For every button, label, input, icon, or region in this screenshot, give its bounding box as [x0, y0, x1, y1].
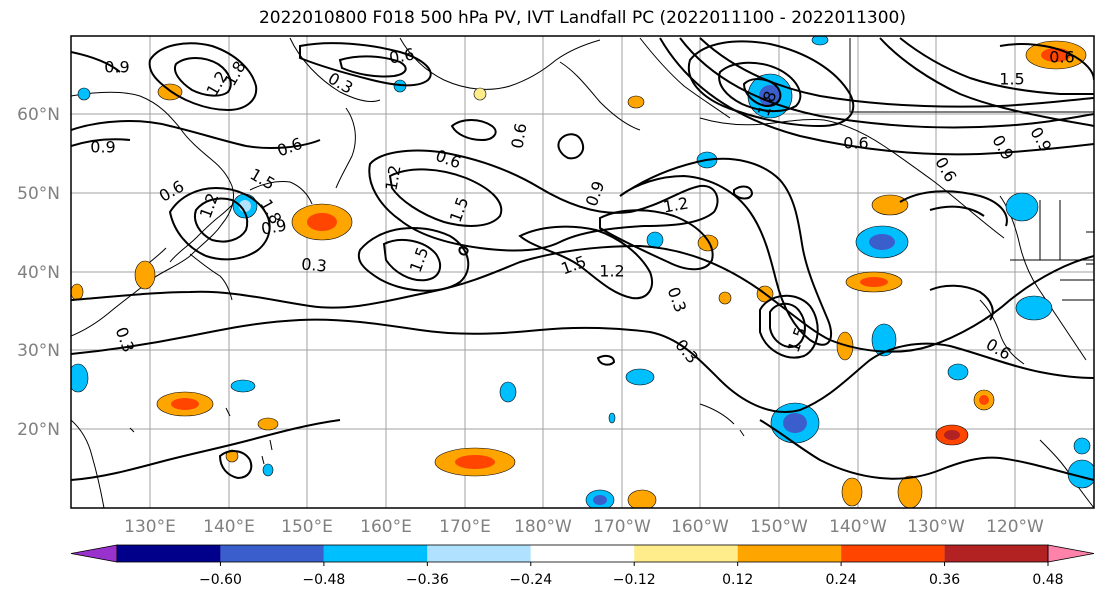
ivt-shading-core — [759, 85, 781, 107]
ivt-shading-blob — [947, 363, 969, 381]
ivt-shading-blob — [157, 83, 183, 101]
ivt-shading-blob — [1005, 192, 1039, 222]
contour-label: 1.2 — [599, 262, 624, 281]
lon-label: 130°E — [124, 517, 176, 537]
colorbar: −0.60 −0.48 −0.36 −0.24 −0.12 0.12 0.24 0.36 0.4… — [70, 544, 1095, 588]
lon-label: 150°E — [281, 517, 333, 537]
ivt-shading-core — [783, 413, 807, 433]
ivt-shading-blob — [71, 283, 84, 301]
ivt-shading-blob — [257, 417, 279, 431]
colorbar-outline — [116, 544, 1049, 563]
ivt-shading-blob — [625, 368, 655, 386]
colorbar-tick-label: −0.24 — [509, 572, 552, 588]
contour-label: 1.5 — [999, 70, 1024, 89]
ivt-shading-blob — [230, 379, 256, 393]
lat-label: 40°N — [17, 263, 60, 283]
ivt-shading-core — [944, 430, 960, 440]
latitude-labels: 20°N 30°N 40°N 50°N 60°N — [17, 105, 60, 440]
colorbar-segment — [220, 545, 324, 562]
ivt-shading-blob — [473, 87, 487, 101]
colorbar-extend-low — [70, 544, 118, 563]
ivt-shading-blob — [871, 323, 897, 357]
colorbar-tick-label: −0.48 — [302, 572, 345, 588]
lat-label: 30°N — [17, 341, 60, 361]
pv-contours — [71, 37, 1094, 481]
ivt-shading-blob — [1073, 437, 1091, 455]
colorbar-segment — [841, 545, 945, 562]
lon-label: 160°W — [671, 517, 729, 537]
ivt-shading-blob — [841, 477, 863, 507]
lat-label: 50°N — [17, 184, 60, 204]
colorbar-segment — [737, 545, 842, 562]
ivt-shading-blob — [499, 381, 517, 403]
colorbar-tick-label: −0.60 — [199, 572, 242, 588]
ivt-shading-blob — [1015, 295, 1053, 321]
contour-label: 0.6 — [507, 122, 530, 150]
ivt-shading-blob — [897, 475, 923, 508]
lon-label: 150°W — [750, 517, 808, 537]
colorbar-extend-high — [1047, 544, 1095, 563]
lon-label: 170°E — [439, 517, 491, 537]
ivt-shading-core — [860, 277, 888, 287]
colorbar-segment — [530, 545, 635, 562]
lat-label: 20°N — [17, 420, 60, 440]
contour-label: 0.6 — [1049, 48, 1074, 67]
contour-label: 1.2 — [381, 164, 404, 192]
lat-label: 60°N — [17, 105, 60, 125]
ivt-shading-core — [307, 213, 337, 231]
lon-label: 160°E — [360, 517, 412, 537]
ivt-shading-core — [593, 495, 607, 505]
ivt-shading-blob — [608, 412, 616, 424]
colorbar-tick-label: −0.12 — [613, 572, 656, 588]
lon-label: 140°W — [829, 517, 887, 537]
ivt-shading-blob — [811, 36, 829, 46]
contour-label: 0.3 — [301, 254, 328, 275]
ivt-shading-core — [979, 395, 989, 405]
ivt-shading-blob — [225, 449, 239, 463]
lon-label: 140°E — [203, 517, 255, 537]
ivt-shading-blob — [718, 291, 732, 305]
ivt-shading-blob — [697, 234, 719, 252]
ivt-shading-blob — [646, 231, 664, 249]
ivt-shading-blob — [77, 87, 91, 101]
lon-label: 130°W — [907, 517, 965, 537]
map-title: 2022010800 F018 500 hPa PV, IVT Landfall… — [258, 8, 906, 28]
colorbar-tick-label: 0.48 — [1032, 572, 1063, 588]
ivt-shading-blob — [627, 95, 645, 109]
contour-label: 0.9 — [260, 215, 288, 238]
lon-label: 120°W — [986, 517, 1044, 537]
colorbar-segment — [323, 545, 428, 562]
ivt-shading-blob — [627, 489, 657, 508]
ivt-shading-core — [869, 234, 895, 250]
ivt-shading-blob — [262, 463, 274, 477]
colorbar-tick-label: 0.36 — [929, 572, 960, 588]
contour-label: 0.9 — [90, 138, 115, 157]
ivt-shading-blob — [871, 194, 909, 216]
ivt-shading — [71, 36, 1094, 508]
colorbar-tick-label: 0.12 — [722, 572, 753, 588]
ivt-shading-core — [171, 398, 199, 410]
colorbar-segment — [634, 545, 738, 562]
colorbar-segment — [117, 545, 221, 562]
colorbar-tick-label: 0.24 — [826, 572, 857, 588]
longitude-labels: 130°E 140°E 150°E 160°E 170°E 180°W 170°W 160°W… — [124, 517, 1044, 537]
ivt-shading-blob — [71, 363, 89, 393]
contour-label: 0.6 — [388, 44, 416, 67]
colorbar-segment — [944, 545, 1048, 562]
contour-label: 0.6 — [843, 134, 868, 153]
colorbar-tick-label: −0.36 — [406, 572, 449, 588]
ivt-shading-blob — [134, 260, 156, 290]
map-frame — [70, 35, 1095, 509]
colorbar-segment — [427, 545, 531, 562]
contour-label: 1.2 — [662, 193, 690, 216]
lon-label: 180°W — [514, 517, 572, 537]
contour-label: 0.9 — [104, 58, 129, 77]
ivt-shading-core — [455, 455, 495, 469]
lon-label: 170°W — [593, 517, 651, 537]
